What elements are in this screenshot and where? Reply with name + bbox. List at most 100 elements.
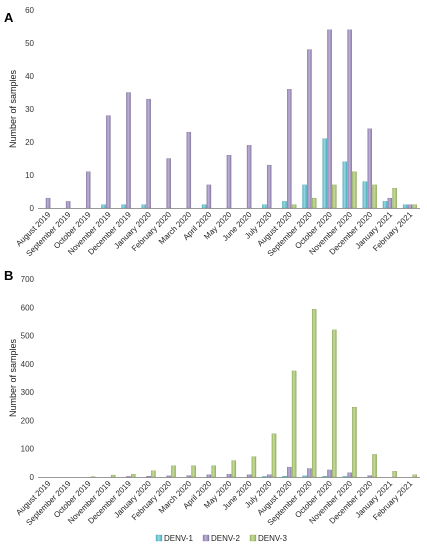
y-tick-label: 30	[25, 105, 34, 114]
bar	[167, 476, 171, 477]
bar	[292, 205, 296, 208]
legend-swatch	[250, 535, 256, 541]
bar	[393, 471, 397, 477]
bar	[292, 371, 296, 477]
bar	[352, 407, 356, 477]
bar	[171, 466, 175, 477]
y-tick-label: 600	[21, 303, 35, 312]
bar	[106, 116, 110, 208]
bar	[46, 198, 50, 208]
bar	[408, 205, 412, 208]
panel-label: A	[4, 10, 14, 25]
y-tick-label: 10	[25, 171, 34, 180]
bar	[267, 165, 271, 208]
bar	[122, 205, 126, 208]
bar	[247, 145, 251, 208]
bar	[332, 185, 336, 208]
bar	[282, 476, 286, 477]
bar	[126, 93, 130, 209]
bar	[332, 330, 336, 477]
bar	[413, 475, 417, 477]
bar	[368, 476, 372, 477]
panel-b: B Number of samples 0 100 200 300 400 500 600 700…	[4, 268, 420, 527]
bar	[352, 172, 356, 208]
y-tick-label: 700	[21, 275, 35, 284]
bar	[368, 129, 372, 208]
bar	[307, 469, 311, 477]
bar	[267, 475, 271, 477]
y-tick-label: 40	[25, 72, 34, 81]
bar	[167, 159, 171, 209]
bar	[388, 198, 392, 208]
bar	[191, 466, 195, 477]
bar	[323, 139, 327, 208]
y-axis-label: Number of samples	[8, 338, 18, 417]
bar	[187, 476, 191, 477]
y-tick-label: 200	[21, 416, 35, 425]
bar	[303, 476, 307, 477]
bar	[232, 461, 236, 477]
legend-label: DENV-1	[164, 534, 193, 543]
bar	[142, 205, 146, 208]
bar	[307, 50, 311, 208]
bar	[227, 155, 231, 208]
y-tick-label: 300	[21, 388, 35, 397]
bar	[287, 467, 291, 477]
bar	[372, 454, 376, 477]
bar	[323, 476, 327, 477]
y-tick-label: 0	[30, 473, 35, 482]
bar	[66, 201, 70, 208]
legend-label: DENV-3	[258, 534, 287, 543]
bar	[247, 475, 251, 477]
bar	[146, 99, 150, 208]
bar	[348, 473, 352, 477]
bar	[146, 476, 150, 477]
bar	[187, 132, 191, 208]
bar	[207, 185, 211, 208]
bar	[151, 471, 155, 477]
y-tick-label: 400	[21, 360, 35, 369]
bar	[101, 205, 105, 208]
bar	[282, 201, 286, 208]
bar	[312, 198, 316, 208]
legend-swatch	[203, 535, 209, 541]
bar	[413, 205, 417, 208]
bar	[111, 475, 115, 477]
bar	[343, 476, 347, 477]
bar	[303, 185, 307, 208]
bar	[363, 182, 367, 208]
bar	[327, 30, 331, 208]
bar	[202, 205, 206, 208]
bar	[126, 476, 130, 477]
bar	[227, 474, 231, 477]
bar	[252, 457, 256, 477]
y-tick-label: 500	[21, 332, 35, 341]
bar	[403, 205, 407, 208]
bar	[348, 30, 352, 208]
bar	[393, 188, 397, 208]
bar	[272, 434, 276, 477]
panel-label: B	[4, 268, 13, 283]
bar	[383, 201, 387, 208]
y-tick-label: 0	[30, 204, 35, 213]
bar	[343, 162, 347, 208]
y-axis-label: Number of samples	[8, 69, 18, 148]
bar	[86, 172, 90, 208]
y-tick-label: 20	[25, 138, 34, 147]
bar	[131, 474, 135, 477]
y-tick-label: 100	[21, 445, 35, 454]
y-tick-label: 60	[25, 6, 34, 15]
bar	[262, 205, 266, 208]
legend: DENV-1 DENV-2 DENV-3	[156, 534, 287, 543]
bar	[287, 89, 291, 208]
bar	[312, 309, 316, 477]
legend-label: DENV-2	[211, 534, 240, 543]
legend-swatch	[156, 535, 162, 541]
bar	[262, 476, 266, 477]
bar	[212, 466, 216, 477]
y-tick-label: 50	[25, 39, 34, 48]
bar	[372, 185, 376, 208]
